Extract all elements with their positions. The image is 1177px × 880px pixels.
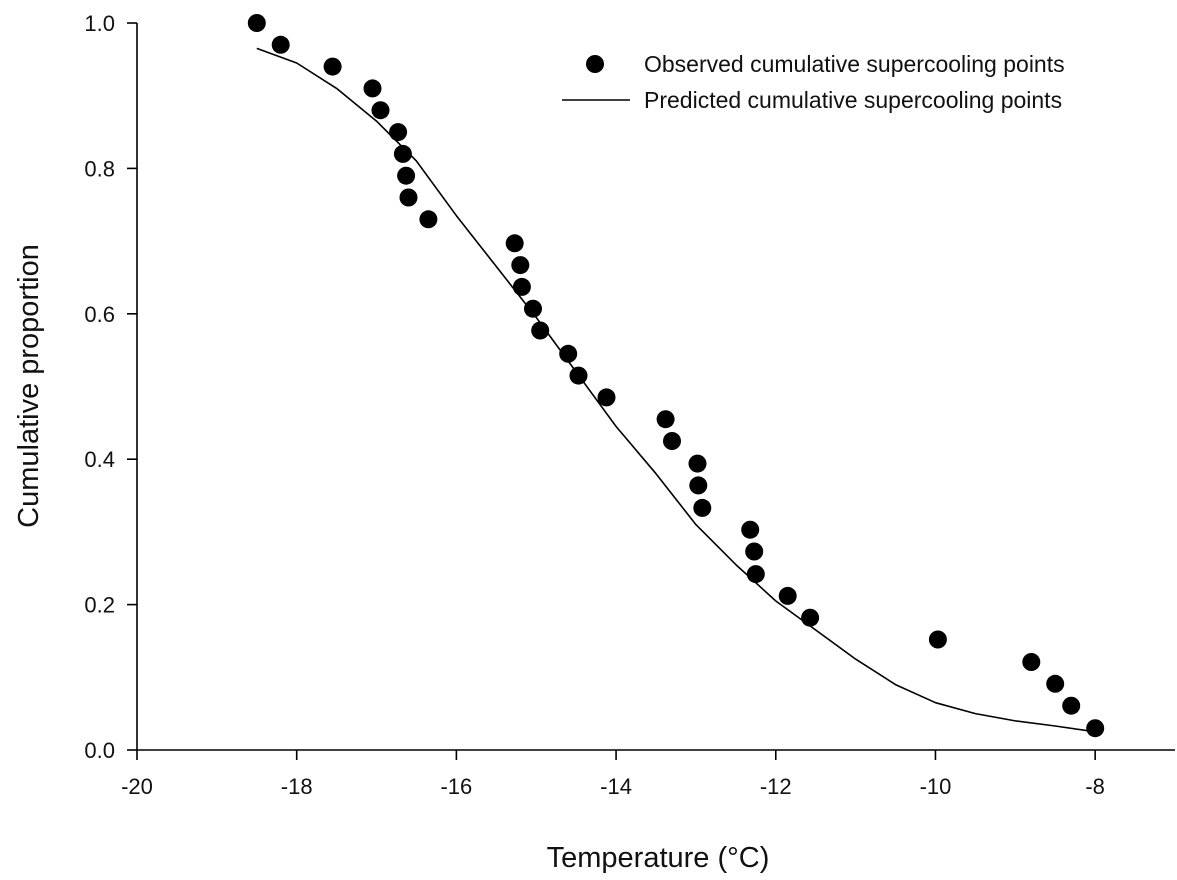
- legend: Observed cumulative supercooling points …: [562, 51, 1065, 113]
- observed-point: [741, 520, 760, 539]
- observed-point: [1062, 696, 1081, 715]
- y-tick-label: 0.2: [84, 593, 115, 618]
- observed-point: [505, 234, 524, 253]
- legend-predicted-label: Predicted cumulative supercooling points: [644, 87, 1062, 113]
- y-tick-label: 0.0: [84, 738, 115, 763]
- observed-point: [1046, 674, 1065, 693]
- x-tick-label: -18: [281, 774, 313, 799]
- axes: [136, 23, 1175, 751]
- observed-point: [371, 101, 390, 120]
- y-tick-label: 0.8: [84, 156, 115, 181]
- y-tick-label: 0.4: [84, 447, 115, 472]
- observed-point: [323, 57, 342, 76]
- x-tick-label: -10: [920, 774, 952, 799]
- x-tick-label: -12: [760, 774, 792, 799]
- observed-point: [569, 366, 588, 385]
- x-tick-label: -14: [600, 774, 632, 799]
- observed-point: [778, 586, 797, 605]
- observed-point: [663, 432, 681, 450]
- observed-point: [1022, 653, 1041, 671]
- observed-point: [693, 498, 712, 517]
- x-axis-ticks: -20 -18 -16 -14 -12 -10 -8: [121, 750, 1105, 799]
- observed-point: [399, 188, 418, 207]
- observed-point: [801, 608, 820, 627]
- legend-observed-marker: [586, 55, 604, 73]
- observed-point: [389, 123, 408, 142]
- x-axis-title: Temperature (°C): [547, 842, 770, 874]
- observed-point: [524, 299, 542, 318]
- observed-point: [511, 256, 530, 275]
- observed-point: [397, 166, 416, 185]
- observed-point: [597, 388, 616, 407]
- observed-point: [271, 35, 290, 54]
- y-axis-title: Cumulative proportion: [13, 244, 45, 528]
- y-tick-label: 1.0: [84, 11, 115, 36]
- observed-point: [689, 476, 708, 495]
- predicted-series: [256, 47, 1096, 733]
- y-axis-ticks: 0.0 0.2 0.4 0.6 0.8 1.0: [84, 11, 137, 763]
- legend-observed-label: Observed cumulative supercooling points: [644, 51, 1065, 77]
- observed-point: [746, 565, 765, 584]
- predicted-curve: [256, 47, 1096, 733]
- observed-point: [393, 144, 412, 163]
- observed-point: [656, 410, 675, 429]
- observed-point: [512, 277, 531, 296]
- observed-point: [363, 79, 382, 98]
- observed-point: [928, 630, 947, 649]
- observed-series: [247, 14, 1105, 738]
- observed-point: [688, 454, 707, 473]
- observed-point: [419, 210, 438, 229]
- observed-point: [531, 321, 550, 340]
- observed-point: [745, 542, 764, 561]
- x-tick-label: -16: [440, 774, 472, 799]
- observed-point: [247, 14, 266, 32]
- observed-point: [559, 344, 578, 363]
- x-tick-label: -20: [121, 774, 153, 799]
- observed-point: [1086, 719, 1105, 738]
- y-tick-label: 0.6: [84, 302, 115, 327]
- x-tick-label: -8: [1085, 774, 1105, 799]
